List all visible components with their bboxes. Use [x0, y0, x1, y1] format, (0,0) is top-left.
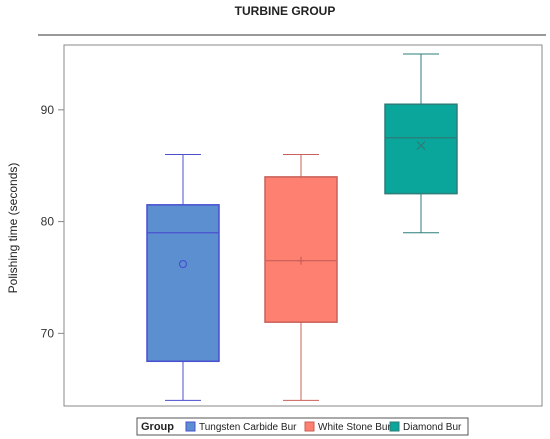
mean-marker-diamond-bur [416, 141, 426, 151]
mean-marker-tungsten-carbide-bur [178, 259, 188, 269]
y-axis: 70 80 90 [41, 103, 64, 340]
box-tungsten-carbide-bur [146, 154, 220, 401]
legend: Group Tungsten Carbide Bur White Stone B… [136, 417, 469, 436]
box-diamond-bur [384, 53, 458, 234]
box-body-tungsten-carbide-bur [146, 204, 220, 363]
legend-label-diamond-bur: Diamond Bur [403, 422, 462, 433]
legend-swatch-white-stone-bur [304, 421, 315, 432]
legend-swatch-diamond-bur [389, 421, 400, 432]
y-axis-label: Polishing time (seconds) [6, 163, 20, 294]
legend-frame [136, 417, 469, 436]
legend-title: Group [141, 421, 174, 433]
box-white-stone-bur [264, 154, 338, 401]
box-body-diamond-bur [384, 103, 458, 195]
legend-label-tungsten-carbide-bur: Tungsten Carbide Bur [199, 422, 297, 433]
box-series [146, 53, 458, 401]
chart-title: TURBINE GROUP [235, 4, 336, 18]
mean-marker-white-stone-bur [297, 256, 305, 265]
legend-swatch-tungsten-carbide-bur [185, 421, 196, 432]
y-tick-label-90: 90 [41, 103, 55, 117]
y-tick-label-70: 70 [41, 326, 55, 340]
box-body-white-stone-bur [264, 176, 338, 323]
legend-label-white-stone-bur: White Stone Bur [318, 422, 391, 433]
y-tick-label-80: 80 [41, 215, 55, 229]
